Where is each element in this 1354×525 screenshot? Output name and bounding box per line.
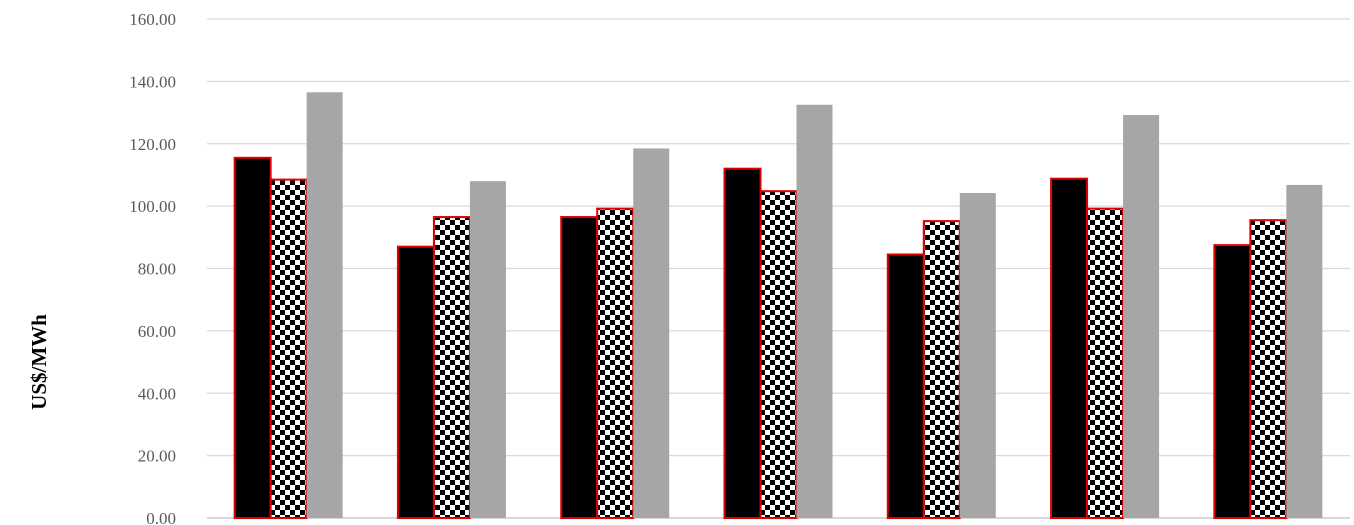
- bar-checkered-5: [922, 220, 961, 519]
- y-tick-label: 60.00: [138, 322, 176, 341]
- y-axis-title: US$/MWh: [27, 314, 51, 410]
- bar-checkered-4: [759, 190, 798, 519]
- bar-solid-gray-4: [796, 104, 833, 518]
- bar-solid-black-1: [233, 156, 272, 520]
- bar-solid-black-7: [1213, 244, 1252, 519]
- bar-solid-black-3: [560, 216, 599, 519]
- y-tick-label: 80.00: [138, 260, 176, 279]
- y-tick-label: 0.00: [146, 509, 176, 525]
- y-tick-label: 120.00: [129, 135, 176, 154]
- y-tick-label: 140.00: [129, 72, 176, 91]
- bar-checkered-7: [1249, 219, 1288, 520]
- y-tick-label: 160.00: [129, 10, 176, 29]
- bar-checkered-6: [1086, 207, 1125, 519]
- bar-checkered-1: [269, 178, 308, 519]
- y-axis-ticks: 0.00 20.00 40.00 60.00 80.00 100.00 120.00 140.…: [129, 10, 176, 525]
- y-tick-label: 20.00: [138, 447, 176, 466]
- bars: [233, 92, 1323, 520]
- bar-checkered-2: [432, 216, 471, 519]
- bar-solid-gray-1: [306, 92, 343, 519]
- bar-solid-black-6: [1050, 177, 1089, 519]
- bar-solid-black-4: [723, 167, 762, 519]
- bar-solid-gray-5: [959, 193, 996, 518]
- y-tick-label: 100.00: [129, 197, 176, 216]
- bar-solid-gray-6: [1123, 115, 1160, 519]
- bar-solid-gray-7: [1286, 184, 1323, 519]
- bar-solid-black-5: [886, 253, 925, 519]
- bar-solid-gray-2: [469, 181, 506, 519]
- bar-checkered-3: [596, 207, 635, 519]
- bar-solid-black-2: [396, 245, 435, 519]
- bar-solid-gray-3: [633, 148, 670, 518]
- y-tick-label: 40.00: [138, 384, 176, 403]
